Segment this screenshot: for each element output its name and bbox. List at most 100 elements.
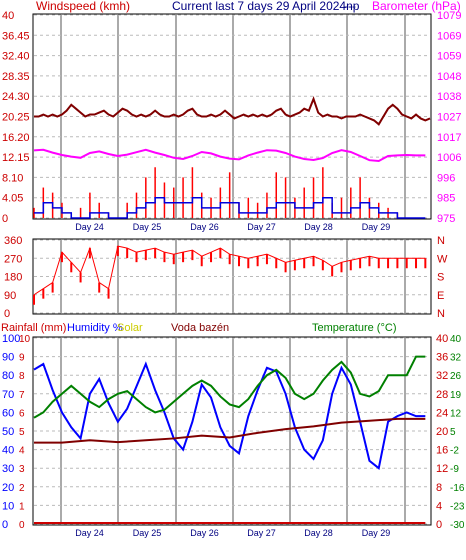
temperature-tick-label: 26	[450, 371, 462, 382]
rain-tick-label: 5	[19, 427, 25, 438]
title-separator: ---	[344, 0, 356, 13]
rainfall-axis-title: Rainfall (mm)	[1, 322, 66, 334]
barometer-axis-title: Barometer (hPa)	[372, 0, 461, 13]
windspeed-tick-label: 0	[2, 213, 8, 225]
direction-tick-label: 180	[4, 272, 22, 284]
pool-tick-label: 32	[436, 370, 448, 382]
temperature-tick-label: -30	[450, 520, 465, 531]
windspeed-axis-title: Windspeed (kmh)	[36, 0, 130, 13]
temperature-tick-label: -9	[450, 464, 459, 475]
day-label: Day 24	[75, 222, 104, 232]
day-label: Day 29	[362, 528, 391, 538]
barometer-tick-label: 996	[437, 172, 455, 184]
windspeed-tick-label: 36.45	[2, 30, 30, 42]
rain-tick-label: 7	[19, 390, 25, 401]
day-label: Day 26	[190, 528, 219, 538]
windspeed-tick-label: 32.40	[2, 51, 30, 63]
pool-tick-label: 28	[436, 389, 448, 401]
barometer-line	[34, 96, 431, 126]
humidity-tick-label: 30	[2, 463, 14, 475]
compass-tick-label: S	[437, 272, 444, 284]
barometer-tick-label: 1038	[437, 91, 461, 103]
barometer-tick-label: 1048	[437, 71, 461, 83]
day-label: Day 24	[75, 528, 104, 538]
humidity-tick-label: 90	[2, 352, 14, 364]
windspeed-tick-label: 24.30	[2, 91, 30, 103]
pool-tick-label: 24	[436, 407, 448, 419]
rain-tick-label: 0	[19, 520, 25, 531]
humidity-tick-label: 100	[2, 333, 20, 345]
pool-tick-label: 12	[436, 463, 448, 475]
barometer-tick-label: 1027	[437, 112, 461, 124]
day-label: Day 26	[190, 222, 219, 232]
barometer-tick-label: 975	[437, 213, 455, 225]
windspeed-tick-label: 20.25	[2, 112, 30, 124]
day-label: Day 27	[247, 222, 276, 232]
humidity-tick-label: 60	[2, 407, 14, 419]
humidity-tick-label: 50	[2, 426, 14, 438]
pool-axis-title: Voda bazén	[171, 322, 229, 334]
humidity-tick-label: 40	[2, 445, 14, 457]
humidity-axis-title: Humidity %	[67, 322, 123, 334]
rain-tick-label: 8	[19, 371, 25, 382]
direction-line	[33, 245, 426, 296]
day-label: Day 28	[304, 222, 333, 232]
temperature-tick-label: -23	[450, 501, 465, 512]
windspeed-tick-label: 40	[2, 10, 14, 22]
compass-tick-label: N	[437, 308, 445, 320]
barometer-tick-label: 1006	[437, 152, 461, 164]
temperature-tick-label: 12	[450, 408, 462, 419]
rain-tick-label: 4	[19, 446, 25, 457]
humidity-tick-label: 70	[2, 389, 14, 401]
barometer-tick-label: 985	[437, 193, 455, 205]
temperature-tick-label: 32	[450, 353, 462, 364]
pool-tick-label: 16	[436, 445, 448, 457]
chart-title: Current last 7 days 29 April 2024np	[172, 0, 360, 13]
barometer-tick-label: 1017	[437, 132, 461, 144]
compass-tick-label: E	[437, 290, 444, 302]
windspeed-line	[34, 196, 426, 219]
temperature-tick-label: -2	[450, 446, 459, 457]
rain-tick-label: 1	[19, 501, 25, 512]
windspeed-tick-label: 28.35	[2, 71, 30, 83]
humidity-tick-label: 80	[2, 370, 14, 382]
windspeed-tick-label: 12.15	[2, 152, 30, 164]
pool-temperature-line	[34, 417, 426, 444]
day-label: Day 28	[304, 528, 333, 538]
barometer-tick-label: 1079	[437, 10, 461, 22]
pool-tick-label: 4	[436, 500, 442, 512]
compass-tick-label: N	[437, 235, 445, 247]
day-label: Day 27	[247, 528, 276, 538]
day-label: Day 25	[133, 528, 162, 538]
pool-tick-label: 36	[436, 352, 448, 364]
humidity-tick-label: 0	[2, 519, 8, 531]
temperature-tick-label: 40	[450, 334, 462, 345]
solar-axis-title: Solar	[117, 322, 143, 334]
barometer-tick-label: 1059	[437, 51, 461, 63]
rain-tick-label: 6	[19, 408, 25, 419]
temperature-tick-label: 5	[450, 427, 456, 438]
compass-tick-label: W	[437, 253, 448, 265]
direction-tick-label: 90	[4, 290, 16, 302]
humidity-trace-line	[33, 148, 426, 163]
pool-tick-label: 8	[436, 482, 442, 494]
pool-tick-label: 20	[436, 426, 448, 438]
humidity-tick-label: 20	[2, 482, 14, 494]
rain-tick-label: 10	[19, 334, 31, 345]
windspeed-tick-label: 4.05	[2, 193, 23, 205]
rain-tick-label: 2	[19, 483, 25, 494]
temperature-tick-label: -16	[450, 483, 465, 494]
barometer-tick-label: 1069	[437, 30, 461, 42]
pool-tick-label: 40	[436, 333, 448, 345]
direction-tick-label: 360	[4, 235, 22, 247]
temperature-axis-title: Temperature (°C)	[312, 322, 396, 334]
day-label: Day 25	[133, 222, 162, 232]
windspeed-tick-label: 16.20	[2, 132, 30, 144]
rain-tick-label: 9	[19, 353, 25, 364]
rain-tick-label: 3	[19, 464, 25, 475]
humidity-tick-label: 10	[2, 500, 14, 512]
windspeed-tick-label: 8.10	[2, 172, 23, 184]
pool-tick-label: 0	[436, 519, 442, 531]
